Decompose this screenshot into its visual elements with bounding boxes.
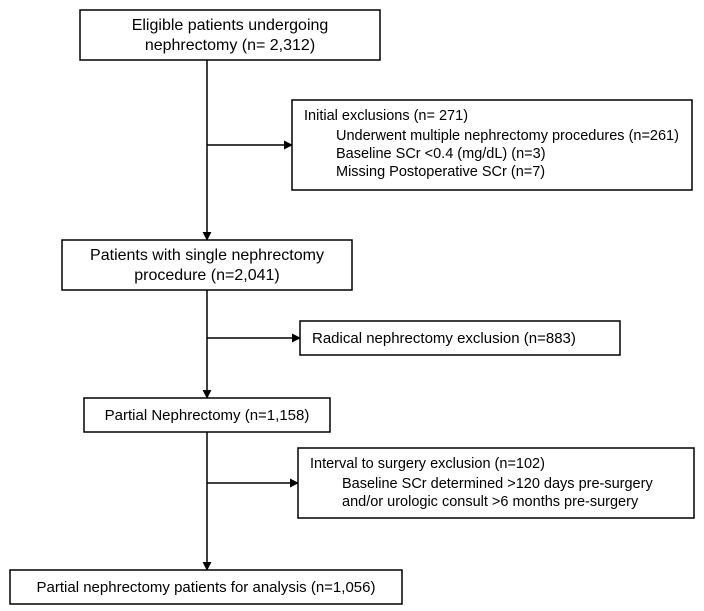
flow-node-text: Baseline SCr determined >120 days pre-su… xyxy=(342,476,653,492)
flow-node-partial: Partial Nephrectomy (n=1,158) xyxy=(84,398,330,432)
flow-node-text: Eligible patients undergoing xyxy=(132,17,329,34)
flow-node-text: Partial Nephrectomy (n=1,158) xyxy=(105,407,310,424)
flow-node-eligible: Eligible patients undergoing nephrectomy … xyxy=(80,10,380,60)
flow-node-text: Baseline SCr <0.4 (mg/dL) (n=3) xyxy=(336,146,546,162)
flow-node-final: Partial nephrectomy patients for analysi… xyxy=(10,570,402,604)
flowchart-diagram: Eligible patients undergoing nephrectomy … xyxy=(0,0,704,611)
flow-node-excl2: Radical nephrectomy exclusion (n=883) xyxy=(300,321,620,355)
flow-node-text: Radical nephrectomy exclusion (n=883) xyxy=(312,330,576,347)
flow-node-text: Missing Postoperative SCr (n=7) xyxy=(336,164,545,180)
flow-node-single: Patients with single nephrectomy procedur… xyxy=(62,240,352,290)
flow-node-excl1: Initial exclusions (n= 271) Underwent mul… xyxy=(292,100,692,190)
flow-node-text: Initial exclusions (n= 271) xyxy=(304,108,468,124)
flow-node-text: Patients with single nephrectomy xyxy=(90,247,324,264)
flow-node-text: Interval to surgery exclusion (n=102) xyxy=(310,456,545,472)
flow-node-text: Underwent multiple nephrectomy procedure… xyxy=(336,128,679,144)
flow-node-text: Partial nephrectomy patients for analysi… xyxy=(37,579,376,596)
flow-node-text: procedure (n=2,041) xyxy=(134,267,279,284)
flow-node-text: and/or urologic consult >6 months pre-su… xyxy=(342,494,639,510)
flow-node-text: nephrectomy (n= 2,312) xyxy=(145,37,315,54)
flow-node-excl3: Interval to surgery exclusion (n=102) Bas… xyxy=(298,448,694,518)
